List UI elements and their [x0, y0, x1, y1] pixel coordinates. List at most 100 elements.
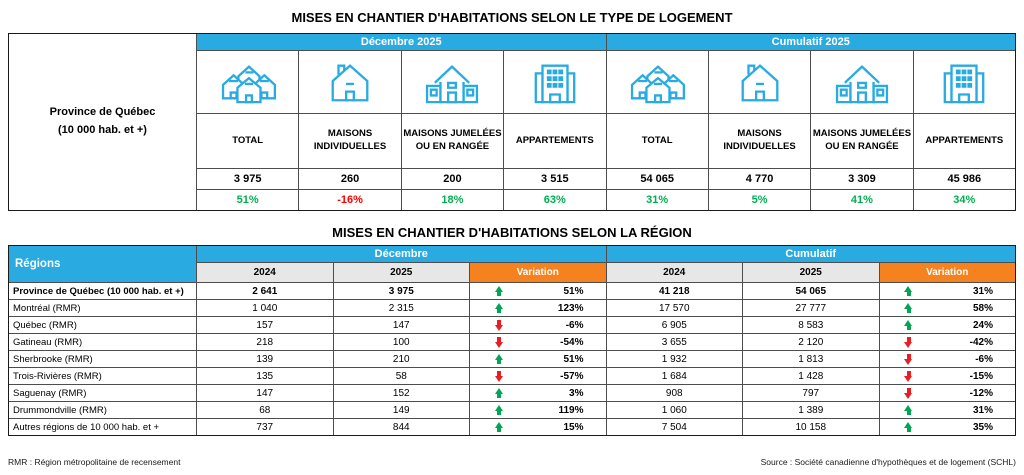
variation-percent: 31% — [972, 404, 993, 416]
region-name: Drummondville (RMR) — [8, 401, 197, 419]
cum-2025-header: 2025 — [742, 262, 880, 283]
cum-2024-value: 41 218 — [605, 282, 743, 300]
dec-2025-band: Décembre 2025 — [196, 33, 607, 51]
variation-percent: 31% — [972, 285, 993, 297]
dec-2024-header: 2024 — [196, 262, 334, 283]
icon-cell — [195, 50, 300, 114]
type-variation: 34% — [912, 189, 1017, 211]
variation-percent: 3% — [569, 387, 584, 399]
variation-percent: 24% — [972, 319, 993, 331]
dec-2024-value: 68 — [196, 401, 334, 419]
trend-arrow-icon — [494, 421, 504, 433]
single-house-icon — [729, 58, 791, 106]
cum-variation-cell: 35% — [878, 418, 1016, 436]
trend-arrow-icon — [494, 371, 504, 382]
variation-percent: -15% — [969, 370, 993, 382]
trend-arrow-icon — [904, 302, 913, 314]
cum-2024-value: 1 932 — [605, 350, 743, 368]
footer: RMR : Région métropolitaine de recenseme… — [8, 457, 1016, 467]
province-label-line2: (10 000 hab. et +) — [58, 124, 147, 136]
dec-variation-cell: 119% — [469, 401, 607, 419]
type-value: 200 — [400, 168, 505, 190]
trend-arrow-icon — [904, 319, 913, 331]
dec-variation-cell: 15% — [469, 418, 607, 436]
cum-2025-value: 8 583 — [742, 316, 880, 334]
type-variation: 51% — [195, 189, 300, 211]
dec-variation-cell: -6% — [469, 316, 607, 334]
type-value: 45 986 — [912, 168, 1017, 190]
region-row: Sherbrooke (RMR) 139 210 51% 1 932 1 813… — [8, 350, 1016, 368]
dec-2025-value: 152 — [332, 384, 470, 402]
trend-arrow-icon — [494, 302, 504, 314]
cum-2024-value: 1 684 — [605, 367, 743, 385]
regions-header-cell: Régions — [8, 245, 197, 283]
trend-arrow-icon — [494, 337, 504, 348]
region-name: Sherbrooke (RMR) — [8, 350, 197, 368]
type-value: 260 — [298, 168, 402, 190]
dec-2025-value: 2 315 — [332, 299, 470, 317]
cum-2025-value: 1 813 — [742, 350, 880, 368]
province-label-line1: Province de Québec — [49, 106, 156, 119]
type-variation: 31% — [605, 189, 709, 211]
cum-variation-cell: -15% — [878, 367, 1016, 385]
type-label: MAISONS JUMELÉES OU EN RANGÉE — [400, 113, 505, 169]
variation-percent: 51% — [563, 285, 584, 297]
dec-2025-value: 100 — [332, 333, 470, 351]
type-value: 4 770 — [707, 168, 812, 190]
region-name: Québec (RMR) — [8, 316, 197, 334]
icon-cell — [707, 50, 812, 114]
region-row: Trois-Rivières (RMR) 135 58 -57% 1 684 1… — [8, 367, 1016, 385]
trend-arrow-icon — [494, 404, 504, 416]
dec-2024-value: 135 — [196, 367, 334, 385]
region-name: Trois-Rivières (RMR) — [8, 367, 197, 385]
cum-variation-cell: 31% — [878, 401, 1016, 419]
cum-2025-value: 1 428 — [742, 367, 880, 385]
dec-variation-cell: 3% — [469, 384, 607, 402]
cum-2025-value: 27 777 — [742, 299, 880, 317]
region-name: Montréal (RMR) — [8, 299, 197, 317]
variation-percent: -6% — [975, 353, 993, 365]
region-row: Drummondville (RMR) 68 149 119% 1 060 1 … — [8, 401, 1016, 419]
dec-variation-cell: 123% — [469, 299, 607, 317]
cum-2025-value: 2 120 — [742, 333, 880, 351]
dec-2025-value: 210 — [332, 350, 470, 368]
type-value: 3 309 — [810, 168, 914, 190]
dec-2024-value: 218 — [196, 333, 334, 351]
dec-2025-header: 2025 — [332, 262, 470, 283]
dec-variation-header: Variation — [469, 262, 607, 283]
dec-2025-value: 147 — [332, 316, 470, 334]
icon-cell — [400, 50, 505, 114]
type-label: MAISONS INDIVIDUELLES — [707, 113, 812, 169]
icon-cell — [503, 50, 607, 114]
variation-percent: -6% — [565, 319, 584, 331]
dec-2025-value: 844 — [332, 418, 470, 436]
variation-percent: 15% — [563, 421, 584, 433]
single-house-icon — [319, 58, 381, 106]
variation-percent: -54% — [560, 336, 584, 348]
icon-cell — [605, 50, 709, 114]
icon-cell — [810, 50, 914, 114]
icon-cell — [912, 50, 1017, 114]
dec-2025-value: 58 — [332, 367, 470, 385]
dec-2024-value: 139 — [196, 350, 334, 368]
dec-variation-cell: -57% — [469, 367, 607, 385]
dec-2025-value: 3 975 — [332, 282, 470, 300]
houses-cluster-icon — [626, 58, 688, 106]
cum-variation-cell: 24% — [878, 316, 1016, 334]
apartment-building-icon — [524, 58, 586, 106]
apartment-building-icon — [933, 58, 995, 106]
trend-arrow-icon — [904, 388, 913, 399]
region-row: Saguenay (RMR) 147 152 3% 908 797 -12% — [8, 384, 1016, 402]
trend-arrow-icon — [904, 404, 913, 416]
trend-arrow-icon — [904, 354, 913, 365]
variation-percent: 35% — [972, 421, 993, 433]
region-row: Gatineau (RMR) 218 100 -54% 3 655 2 120 … — [8, 333, 1016, 351]
region-table: Régions Décembre Cumulatif 2024 2025 Var… — [8, 245, 1016, 436]
type-label: TOTAL — [605, 113, 709, 169]
cum-2025-value: 54 065 — [742, 282, 880, 300]
dec-2024-value: 737 — [196, 418, 334, 436]
variation-percent: -57% — [560, 370, 584, 382]
dec-variation-cell: 51% — [469, 350, 607, 368]
type-table-title: MISES EN CHANTIER D'HABITATIONS SELON LE… — [291, 10, 733, 25]
cum-2024-value: 17 570 — [605, 299, 743, 317]
